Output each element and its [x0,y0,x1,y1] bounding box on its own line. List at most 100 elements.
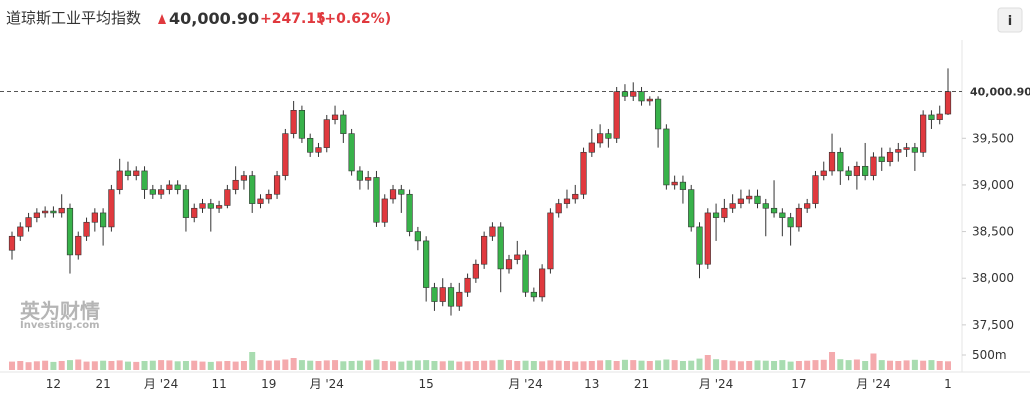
volume-bar [108,361,115,370]
candle-body [50,210,57,214]
x-tick-label: 21 [95,377,110,391]
candle-body [42,210,49,214]
volume-bar [149,360,156,370]
candle-body [124,170,132,176]
candle-body [340,114,347,134]
candle-body [746,195,753,200]
candle-body [108,189,115,228]
volume-bar [75,359,82,370]
volume-bar [762,360,769,370]
x-tick-label: 1 [944,377,952,391]
volume-bar [505,360,512,370]
volume-bar [66,360,73,370]
volume-bar [240,361,247,370]
candle-body [679,181,687,190]
volume-bar [771,361,778,370]
watermark-brand: 英为财情 [20,299,100,323]
volume-bar [555,360,562,370]
x-tick-label: 21 [634,377,649,391]
candle-body [654,98,662,130]
candle-body [100,212,107,228]
candle-body [555,203,562,214]
volume-bar [257,360,264,370]
volume-bar [207,361,214,370]
candle-body [298,110,306,139]
candle-body [638,91,645,102]
title: 道琼斯工业平均指数 [6,9,141,27]
volume-bar [696,358,703,370]
volume-bar [497,359,504,370]
volume-bar [390,361,397,370]
candle-body [944,91,952,115]
volume-bar [116,360,123,370]
volume-bar [572,361,579,370]
volume-bar [356,360,363,370]
volume-bar [779,360,786,370]
volume-bar [9,361,15,370]
volume-bar [530,361,537,370]
volume-bar [398,361,405,370]
candle-body [820,170,827,176]
candle-body [232,179,239,190]
x-tick-label: 月 '24 [699,377,733,391]
y-tick-label: 38,500 [972,225,1014,239]
candle-body [547,212,554,270]
candle-body [530,291,537,298]
candle-body [282,133,289,176]
x-tick-label: 17 [791,377,806,391]
x-tick-label: 11 [211,377,226,391]
volume-bar [597,360,604,370]
volume-bar [837,359,844,370]
candle-body [66,207,74,256]
candle-body [25,217,32,228]
volume-bar [50,361,57,370]
candle-body [688,189,695,228]
volume-bar [290,358,297,370]
candle-body [331,114,339,120]
volume-bar [42,360,49,370]
volume-bar [133,361,140,370]
volume-bar [787,361,794,370]
volume-bar [829,352,836,370]
volume-bar [472,361,479,370]
last-price-label: 40,000.90 [970,86,1030,99]
x-tick-label: 月 '24 [856,377,890,391]
candle-body [580,151,587,195]
y-tick-label: 37,500 [972,318,1014,332]
volume-bar [588,361,595,370]
volume-bar [845,360,852,370]
volume-bar [638,360,645,370]
volume-bar [547,360,554,370]
volume-bar [381,361,388,370]
volume-bar [182,361,189,370]
volume-bar [729,360,736,370]
volume-bar [613,361,620,370]
candle-body [315,147,322,153]
volume-bar [671,360,678,370]
candle-body [464,277,471,293]
x-tick-label: 12 [46,377,61,391]
candle-body [845,170,852,176]
candle-body [240,175,248,181]
candle-body [265,193,272,200]
candle-body [920,114,927,153]
candle-body [166,184,173,190]
volume-bar [365,360,372,370]
info-button[interactable] [997,7,1023,33]
candle-body [770,207,778,214]
x-tick-label: 月 '24 [508,377,542,391]
candle-body [903,147,910,150]
volume-bar [58,361,65,370]
volume-bar [911,359,918,370]
volume-bar [887,360,894,370]
volume-bar [795,361,802,370]
candle-body [737,198,745,204]
candle-body [621,91,629,97]
x-tick-label: 月 '24 [144,377,178,391]
y-tick-label: 39,000 [972,178,1014,192]
candle-body [356,170,363,181]
x-tick-label: 15 [419,377,434,391]
candle-body [149,189,156,195]
volume-bar [439,361,446,370]
